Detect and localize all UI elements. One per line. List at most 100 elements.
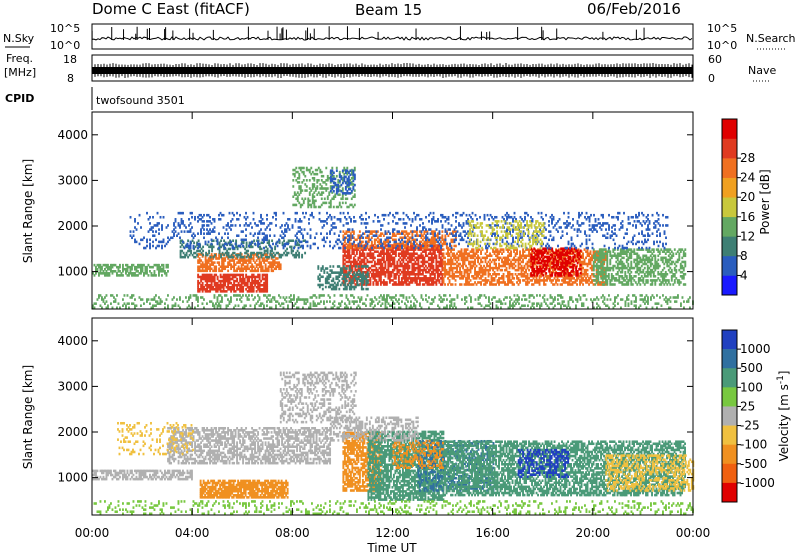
range-gate-cell <box>251 257 254 260</box>
range-gate-cell <box>447 277 449 280</box>
range-gate-cell <box>209 275 212 279</box>
range-gate-cell <box>456 256 458 260</box>
range-gate-cell <box>122 274 124 277</box>
range-gate-cell <box>261 259 264 262</box>
range-gate-cell <box>385 232 388 235</box>
range-gate-cell <box>144 272 147 275</box>
range-gate-cell <box>181 249 184 253</box>
range-gate-cell <box>248 288 251 291</box>
range-gate-cell <box>140 270 142 273</box>
range-gate-cell <box>351 268 354 272</box>
range-gate-cell <box>391 258 394 262</box>
range-gate-cell <box>197 285 200 289</box>
range-gate-cell <box>257 279 260 283</box>
range-gate-cell <box>375 268 378 272</box>
range-gate-cell <box>210 277 213 281</box>
range-gate-cell <box>352 272 355 276</box>
range-gate-cell <box>451 266 454 270</box>
range-gate-cell <box>245 228 247 231</box>
range-gate-cell <box>294 218 297 221</box>
range-gate-cell <box>393 277 396 280</box>
range-gate-cell <box>364 275 367 278</box>
range-gate-cell <box>99 267 102 271</box>
range-gate-cell <box>249 269 252 273</box>
range-gate-cell <box>305 211 307 215</box>
range-gate-cell <box>221 290 224 293</box>
range-gate-cell <box>457 254 460 258</box>
nave-label: Nave <box>748 64 776 77</box>
range-gate-cell <box>239 213 241 217</box>
range-gate-cell <box>263 288 266 291</box>
range-gate-cell <box>448 262 451 266</box>
range-gate-cell <box>213 281 216 285</box>
range-gate-cell <box>355 238 358 242</box>
range-gate-cell <box>99 265 102 269</box>
range-gate-cell <box>360 270 363 274</box>
range-gate-cell <box>203 224 205 227</box>
range-gate-cell <box>206 273 209 277</box>
range-gate-cell <box>370 242 373 246</box>
range-gate-cell <box>236 253 239 257</box>
range-gate-cell <box>203 213 205 217</box>
range-gate-cell <box>234 273 237 277</box>
range-gate-cell <box>376 275 379 278</box>
range-gate-cell <box>197 279 200 283</box>
range-gate-cell <box>418 266 421 270</box>
range-gate-cell <box>243 257 246 260</box>
range-gate-cell <box>409 252 412 256</box>
range-gate-cell <box>216 285 219 289</box>
range-gate-cell <box>429 266 432 270</box>
range-gate-cell <box>132 274 135 277</box>
range-gate-cell <box>287 239 290 243</box>
range-gate-cell <box>357 262 360 266</box>
range-gate-cell <box>162 270 165 273</box>
range-gate-cell <box>421 283 424 286</box>
range-gate-cell <box>206 288 209 291</box>
range-gate-cell <box>460 258 463 262</box>
range-gate-cell <box>379 260 382 264</box>
range-gate-cell <box>412 268 415 272</box>
range-gate-cell <box>439 250 442 253</box>
range-gate-cell <box>227 273 230 277</box>
range-gate-cell <box>466 283 469 286</box>
range-gate-cell <box>432 240 435 244</box>
range-gate-cell <box>165 272 168 275</box>
range-gate-cell <box>206 275 209 279</box>
range-gate-cell <box>424 275 427 278</box>
range-gate-cell <box>257 255 260 259</box>
range-gate-cell <box>272 269 275 273</box>
range-gate-cell <box>462 277 464 280</box>
range-gate-cell <box>397 232 400 235</box>
range-gate-cell <box>397 277 400 280</box>
range-gate-cell <box>230 288 233 291</box>
range-gate-cell <box>149 265 151 269</box>
range-gate-cell <box>457 264 460 268</box>
range-gate-cell <box>409 279 412 282</box>
range-gate-cell <box>249 257 252 260</box>
range-gate-cell <box>260 269 263 273</box>
range-gate-cell <box>372 256 375 260</box>
range-gate-cell <box>378 238 381 242</box>
range-gate-cell <box>450 244 453 248</box>
range-gate-cell <box>275 261 278 264</box>
range-gate-cell <box>481 266 484 270</box>
range-gate-cell <box>400 258 403 262</box>
range-gate-cell <box>140 263 142 267</box>
range-gate-cell <box>212 263 215 266</box>
range-gate-cell <box>252 288 255 291</box>
range-gate-cell <box>456 268 458 272</box>
range-gate-cell <box>478 281 481 284</box>
range-gate-cell <box>466 248 469 251</box>
range-gate-cell <box>463 254 466 258</box>
range-gate-cell <box>376 270 379 274</box>
range-gate-cell <box>198 267 201 271</box>
range-gate-cell <box>224 273 227 277</box>
range-gate-cell <box>134 267 136 271</box>
range-gate-cell <box>348 248 351 251</box>
range-gate-cell <box>354 279 357 282</box>
range-gate-cell <box>251 253 254 256</box>
range-gate-cell <box>122 270 124 273</box>
range-gate-cell <box>236 247 239 251</box>
range-gate-cell <box>204 263 207 266</box>
range-gate-cell <box>257 285 260 289</box>
